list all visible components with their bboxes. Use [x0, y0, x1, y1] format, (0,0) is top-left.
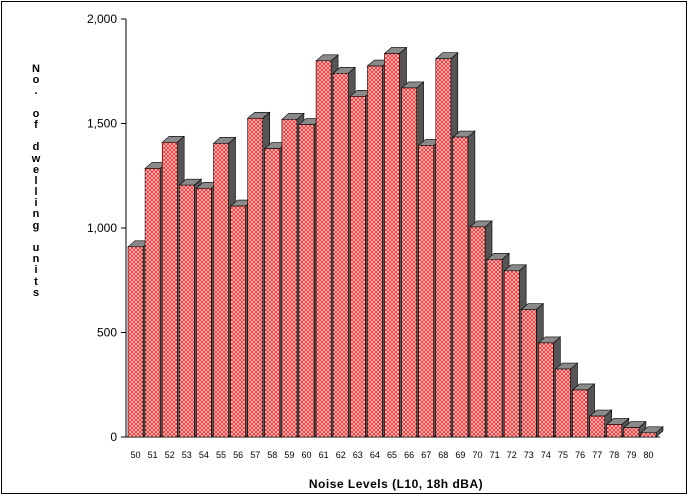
x-tick-label: 68: [438, 450, 448, 460]
bar-front: [486, 259, 503, 438]
x-tick-label: 74: [541, 450, 551, 460]
y-axis-title-char: o: [32, 107, 40, 120]
y-axis-title-char: i: [34, 264, 38, 277]
x-tick-label: 53: [182, 450, 192, 460]
x-tick-label: 69: [455, 450, 465, 460]
bar-79: [623, 420, 647, 438]
bar-front: [384, 53, 400, 438]
x-tick-label: 52: [165, 450, 175, 460]
bar-front: [452, 136, 469, 438]
bar-front: [264, 148, 281, 438]
y-axis-title-char: w: [31, 152, 41, 165]
x-tick-label: 66: [404, 450, 414, 460]
y-tick-label: 500: [97, 326, 117, 340]
x-tick-label: 67: [421, 450, 431, 460]
x-tick-label: 76: [575, 450, 585, 460]
x-tick-label: 56: [233, 450, 243, 460]
bar-front: [418, 145, 435, 438]
x-tick-label: 65: [387, 450, 397, 460]
bar-front: [281, 119, 298, 438]
bar-80: [640, 426, 664, 438]
bar-front: [127, 246, 144, 438]
x-tick-label: 70: [472, 450, 482, 460]
y-tick-label: 1,500: [87, 117, 117, 131]
y-axis-title-char: f: [34, 118, 38, 131]
bar-front: [572, 389, 588, 438]
y-axis-title-char: o: [32, 74, 40, 87]
y-axis-title-char: g: [32, 219, 40, 232]
y-axis-title-char: N: [32, 63, 40, 75]
y-tick-label: 0: [110, 430, 117, 444]
x-tick-label: 79: [626, 450, 636, 460]
x-tick-label: 72: [507, 450, 517, 460]
bar-front: [349, 96, 366, 438]
y-axis-title-char: t: [34, 275, 38, 288]
x-tick-label: 73: [524, 450, 534, 460]
y-axis-title-char: u: [32, 242, 40, 254]
x-tick-label: 64: [370, 450, 380, 460]
bar-front: [315, 60, 332, 438]
bar-front: [367, 65, 383, 438]
bar-front: [520, 309, 537, 438]
x-tick-label: 55: [216, 450, 226, 460]
tick-labels: 0 500 1,000 1,500 2,000 50 51 52 53 54 55 56 57 58 59 6…: [87, 12, 654, 460]
x-tick-label: 61: [319, 450, 329, 460]
bar-front: [401, 87, 417, 438]
y-axis-title-char: l: [34, 186, 38, 199]
x-tick-label: 51: [148, 450, 158, 460]
x-axis-title: Noise Levels (L10, 18h dBA): [309, 477, 483, 491]
y-tick-label: 1,000: [87, 221, 117, 235]
bar-front: [435, 58, 452, 438]
bar-front: [623, 427, 640, 438]
x-tick-label: 60: [301, 450, 311, 460]
x-tick-label: 59: [284, 450, 294, 460]
bar-front: [247, 117, 263, 438]
bar-front: [589, 415, 606, 438]
x-tick-label: 62: [336, 450, 346, 460]
x-tick-label: 71: [490, 450, 500, 460]
bar-front: [298, 124, 315, 438]
bar-front: [538, 342, 554, 438]
y-axis-title-char: i: [34, 197, 38, 210]
y-axis-title-char: .: [34, 85, 38, 98]
bar-front: [230, 205, 246, 438]
bar-front: [196, 187, 212, 438]
y-axis-title-char: n: [32, 253, 40, 266]
x-tick-label: 58: [267, 450, 277, 460]
bar-front: [606, 424, 623, 438]
x-tick-label: 50: [130, 450, 140, 460]
y-axis-title-char: s: [32, 286, 40, 299]
y-axis-title-char: l: [34, 174, 38, 187]
x-tick-label: 63: [353, 450, 363, 460]
bar-front: [144, 168, 161, 438]
x-tick-label: 54: [199, 450, 209, 460]
bars: [127, 46, 664, 438]
bar-front: [503, 270, 520, 438]
bar-front: [469, 226, 486, 438]
y-axis-title-char: n: [32, 208, 40, 221]
x-tick-label: 80: [643, 450, 653, 460]
x-tick-label: 57: [250, 450, 260, 460]
y-axis-title-char: e: [32, 163, 40, 176]
bar-front: [161, 142, 178, 438]
bar-front: [179, 184, 195, 438]
bar-front: [555, 368, 571, 438]
x-tick-label: 77: [592, 450, 602, 460]
bar-front: [640, 432, 657, 438]
y-tick-label: 2,000: [87, 12, 117, 26]
bar-front: [332, 73, 349, 438]
bar-75: [554, 362, 579, 438]
bar-front: [213, 143, 229, 438]
x-tick-label: 75: [558, 450, 568, 460]
y-axis-title-char: d: [32, 141, 40, 154]
x-tick-label: 78: [609, 450, 619, 460]
